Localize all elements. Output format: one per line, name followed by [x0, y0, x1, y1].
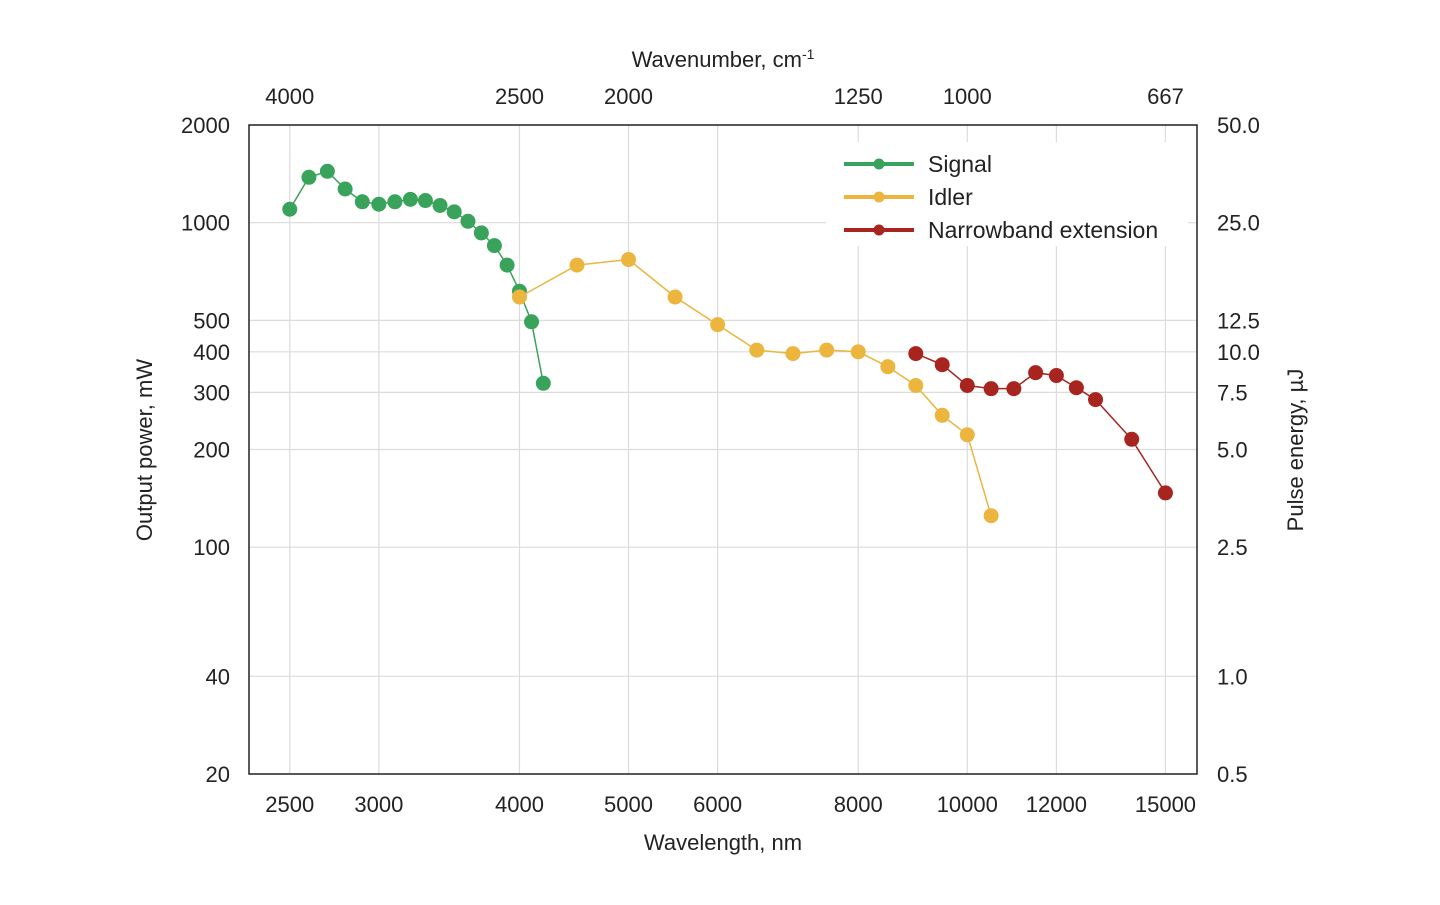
top-tick-label: 1250	[834, 84, 883, 109]
legend-item-idler: Idler	[844, 184, 973, 210]
legend-label: Idler	[928, 184, 973, 210]
y-tick-label: 300	[193, 380, 230, 405]
y2-tick-label: 10.0	[1217, 340, 1260, 365]
data-point-idler	[880, 359, 896, 375]
top-tick-label: 2500	[495, 84, 544, 109]
legend-label: Signal	[928, 151, 992, 177]
plot-frame	[248, 124, 1198, 775]
x-tick-label: 3000	[354, 792, 403, 817]
x-tick-label: 6000	[693, 792, 742, 817]
series-layer	[282, 163, 1173, 524]
y2-tick-label: 25.0	[1217, 211, 1260, 236]
x-tick-label: 2500	[265, 792, 314, 817]
data-point-signal	[282, 201, 298, 217]
data-point-signal	[319, 163, 335, 179]
y2-tick-label: 7.5	[1217, 380, 1248, 405]
data-point-narrowband-extension	[1048, 368, 1064, 384]
y-tick-label: 40	[206, 664, 230, 689]
data-point-narrowband-extension	[1124, 431, 1140, 447]
top-tick-label: 667	[1147, 84, 1184, 109]
data-point-narrowband-extension	[1028, 365, 1044, 381]
data-point-narrowband-extension	[1006, 381, 1022, 397]
y-tick-label: 500	[193, 308, 230, 333]
data-point-narrowband-extension	[1068, 380, 1084, 396]
x-tick-label: 4000	[495, 792, 544, 817]
data-point-narrowband-extension	[983, 381, 999, 397]
data-point-narrowband-extension	[908, 346, 924, 362]
data-point-idler	[934, 407, 950, 423]
y-tick-label: 400	[193, 340, 230, 365]
y-tick-label: 100	[193, 535, 230, 560]
data-point-narrowband-extension	[959, 377, 975, 393]
data-point-narrowband-extension	[1157, 485, 1173, 501]
x-tick-label: 12000	[1026, 792, 1087, 817]
data-point-idler	[959, 427, 975, 443]
top-axis-title-text: Wavenumber, cm	[632, 47, 802, 72]
top-axis-title: Wavenumber, cm-1	[632, 46, 815, 72]
data-point-idler	[511, 289, 527, 305]
data-point-signal	[337, 181, 353, 197]
data-point-idler	[785, 346, 801, 362]
y-axis-title: Output power, mW	[132, 359, 157, 541]
legend-swatch-marker	[873, 158, 885, 170]
data-point-idler	[908, 377, 924, 393]
data-point-idler	[667, 289, 683, 305]
series-idler	[511, 252, 999, 524]
legend: Signal Idler Narrowband extension	[826, 142, 1188, 246]
top-tick-label: 4000	[265, 84, 314, 109]
top-axis-title-superscript: -1	[802, 46, 815, 62]
top-tick-label: 1000	[943, 84, 992, 109]
tick-labels: 2500 3000 4000 5000 6000 8000 10000 12000 15000 4…	[181, 84, 1260, 817]
y2-tick-label: 12.5	[1217, 308, 1260, 333]
data-point-signal	[371, 196, 387, 212]
y-tick-label: 1000	[181, 211, 230, 236]
data-point-idler	[819, 342, 835, 358]
data-point-signal	[417, 193, 433, 209]
x-tick-label: 5000	[604, 792, 653, 817]
y2-tick-label: 5.0	[1217, 438, 1248, 463]
y2-tick-label: 50.0	[1217, 113, 1260, 138]
data-point-signal	[499, 257, 515, 273]
series-signal	[282, 163, 551, 391]
series-narrowband-extension	[908, 346, 1173, 501]
y2-tick-label: 1.0	[1217, 664, 1248, 689]
y-tick-label: 20	[206, 762, 230, 787]
data-point-idler	[983, 508, 999, 524]
data-point-signal	[524, 314, 540, 330]
y-tick-label: 200	[193, 438, 230, 463]
legend-swatch-marker	[873, 224, 885, 236]
x-tick-label: 8000	[834, 792, 883, 817]
data-point-signal	[301, 169, 317, 185]
legend-swatch-marker	[873, 191, 885, 203]
x-tick-label: 10000	[937, 792, 998, 817]
data-point-idler	[621, 252, 637, 268]
data-point-idler	[710, 317, 726, 333]
data-point-signal	[387, 194, 403, 210]
data-point-signal	[473, 225, 489, 241]
data-point-signal	[460, 213, 476, 229]
y2-tick-label: 0.5	[1217, 762, 1248, 787]
data-point-narrowband-extension	[1088, 392, 1104, 408]
data-point-signal	[354, 194, 370, 210]
data-point-signal	[402, 191, 418, 207]
legend-item-signal: Signal	[844, 151, 992, 177]
top-tick-label: 2000	[604, 84, 653, 109]
x-axis-title: Wavelength, nm	[644, 830, 802, 855]
y2-axis-title: Pulse energy, µJ	[1283, 369, 1308, 532]
data-point-signal	[486, 238, 502, 254]
y-tick-label: 2000	[181, 113, 230, 138]
y2-tick-label: 2.5	[1217, 535, 1248, 560]
data-point-idler	[569, 257, 585, 273]
legend-label: Narrowband extension	[928, 217, 1158, 243]
data-point-signal	[535, 375, 551, 391]
x-tick-label: 15000	[1135, 792, 1196, 817]
data-point-narrowband-extension	[934, 357, 950, 373]
data-point-idler	[749, 342, 765, 358]
data-point-signal	[446, 204, 462, 220]
legend-item-narrowband-extension: Narrowband extension	[844, 217, 1158, 243]
data-point-signal	[432, 197, 448, 213]
data-point-idler	[850, 344, 866, 360]
